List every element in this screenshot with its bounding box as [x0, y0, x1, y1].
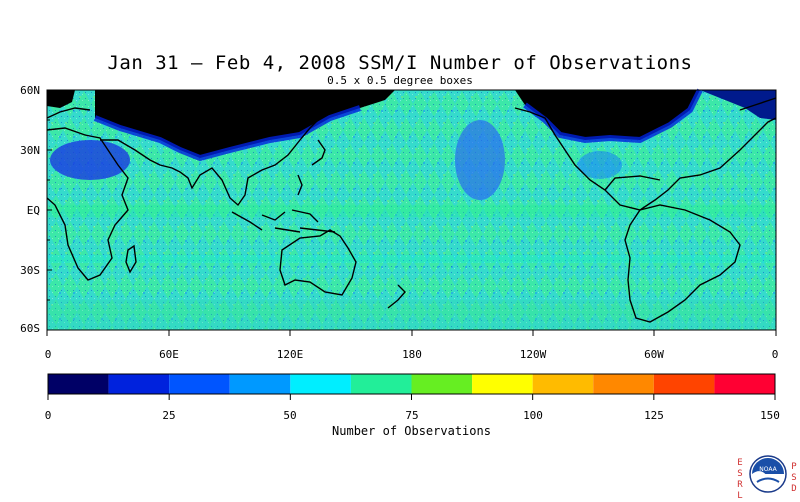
no-data-north-america — [515, 90, 700, 140]
low-obs-patch-pacific — [455, 120, 505, 200]
lon-label-120w: 120W — [519, 348, 547, 361]
observation-map — [46, 88, 777, 336]
lat-label-30n: 30N — [20, 144, 40, 157]
colorbar-segment — [108, 374, 170, 394]
colorbar-segment — [350, 374, 412, 394]
colorbar — [47, 373, 776, 400]
colorbar-title: Number of Observations — [332, 424, 491, 438]
coastlines — [46, 97, 777, 323]
colorbar-tick-label: 75 — [405, 409, 419, 422]
colorbar-segment — [653, 374, 715, 394]
colorbar-segment — [411, 374, 473, 394]
lon-label-120e: 120E — [276, 348, 304, 361]
lon-label-60e: 60E — [159, 348, 179, 361]
colorbar-tick-label: 25 — [162, 409, 176, 422]
lon-label-180: 180 — [402, 348, 422, 361]
low-obs-patch-arabia — [50, 140, 130, 180]
lat-label-eq: EQ — [26, 204, 40, 217]
lat-label-30s: 30S — [20, 264, 40, 277]
colorbar-segment — [290, 374, 351, 394]
lon-label-60w: 60W — [644, 348, 664, 361]
lat-label-60s: 60S — [20, 322, 40, 335]
lat-label-60n: 60N — [20, 84, 40, 97]
map-area — [46, 88, 777, 331]
colorbar-segment — [593, 374, 654, 394]
colorbar-segment — [532, 374, 594, 394]
lon-label-0-east: 0 — [771, 348, 779, 361]
colorbar-tick-label: 50 — [283, 409, 297, 422]
colorbar-tick-label: 100 — [523, 409, 543, 422]
colorbar-segment — [472, 374, 533, 394]
colorbar-segment — [714, 374, 775, 394]
colorbar-segment — [48, 374, 109, 394]
esrl-letters: E S R L — [737, 458, 743, 501]
lon-label-0: 0 — [44, 348, 52, 361]
chart-title: Jan 31 – Feb 4, 2008 SSM/I Number of Obs… — [107, 52, 693, 74]
colorbar-tick-label: 150 — [760, 409, 780, 422]
axis-ticks — [46, 89, 777, 336]
noaa-logo-text: NOAA — [759, 466, 777, 473]
no-data-eurasia — [95, 90, 330, 158]
noaa-logo: NOAA — [749, 455, 787, 493]
chart-subtitle: 0.5 x 0.5 degree boxes — [327, 74, 473, 87]
psd-letters: P S D — [791, 462, 797, 494]
colorbar-tick-label: 0 — [44, 409, 52, 422]
colorbar-tick-label: 125 — [644, 409, 664, 422]
colorbar-segment — [229, 374, 291, 394]
colorbar-segment — [169, 374, 230, 394]
